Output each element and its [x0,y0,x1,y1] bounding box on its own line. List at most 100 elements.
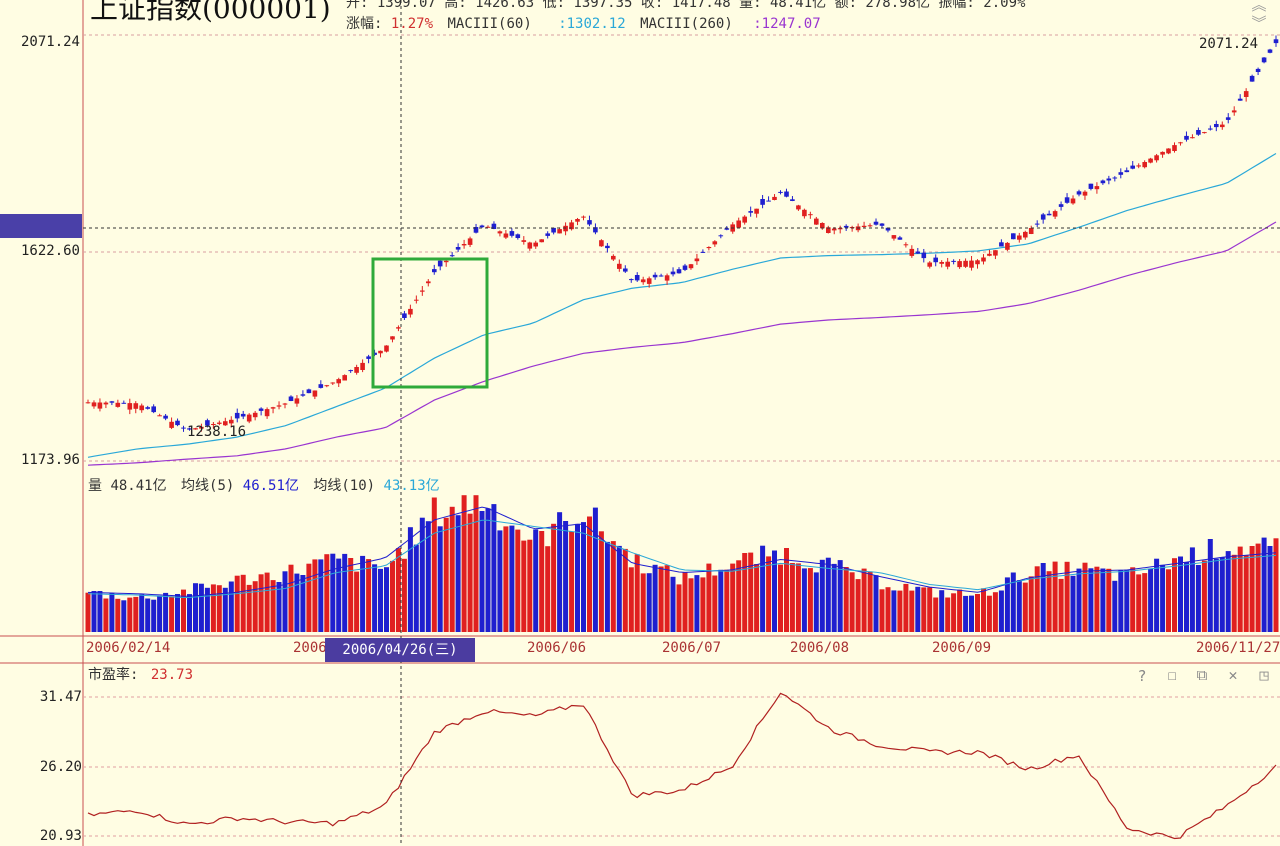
volume-bar [682,572,688,632]
volume-bar [766,556,772,632]
volume-bar [676,584,682,632]
volume-bar [939,590,945,632]
volume-bar [545,546,551,632]
volume-bar [169,596,175,632]
candle-body [240,413,246,417]
candle-body [1082,191,1088,196]
candle-body [342,375,347,381]
x-tick-label: 2006/06 [527,640,587,656]
candle-body [258,408,264,411]
settings-icon[interactable]: ◳ [1259,666,1269,684]
candle-body [1184,135,1189,140]
candle-body [1202,132,1207,134]
volume-bar [1124,569,1130,632]
volume-bar [670,576,676,632]
candle-body [784,191,789,197]
volume-bar [1267,546,1273,632]
volume-bar [360,555,366,632]
volume-bar [539,531,545,632]
volume-bar [515,529,521,632]
volume-bar [1273,538,1279,632]
volume-bar [97,591,103,632]
volume-bar [957,589,963,632]
candle-body [545,233,550,236]
volume-bar [497,530,503,632]
close-icon[interactable]: ✕ [1228,666,1238,684]
candle-body [1225,117,1231,120]
volume-bar [336,558,342,632]
candle-body [294,398,300,404]
candle-body [1160,151,1165,155]
candle-body [611,255,616,260]
volume-bar [1034,566,1040,632]
volume-bar [1189,547,1195,632]
volume-bar [1106,568,1112,632]
volume-bar [604,541,610,632]
volume-bar [1178,556,1183,632]
candle-body [1237,98,1243,101]
candle-body [772,196,777,200]
candle-body [199,426,204,429]
candle-body [945,261,950,267]
candle-body [670,271,676,275]
volume-bar [867,571,873,632]
candle-body [139,405,144,411]
collapse-icon[interactable]: ︾ [1251,14,1267,32]
pe-value: 23.73 [150,667,194,683]
candle-body [503,233,509,238]
candle-body [605,245,610,249]
candle-body [402,313,407,318]
candle-body [831,228,837,231]
volume-bar [443,517,449,632]
candle-body [229,419,234,424]
candle-body [1249,75,1255,82]
candle-body [569,222,574,230]
volume-bar [646,573,652,632]
volume-bar [658,566,664,632]
candle-body [205,420,210,426]
volume-bar [718,569,724,632]
candle-body [223,421,228,426]
candle-body [1255,68,1261,72]
candle-body [1046,213,1052,216]
candle-body [211,424,216,425]
volume-bar [1249,546,1255,632]
candle-body [658,275,664,277]
candle-body [426,281,431,284]
volume-bar [640,573,646,632]
candle-body [826,227,831,233]
moving-average-lines [87,152,1277,466]
candle-body [396,327,401,329]
candle-body [479,225,485,228]
candle-body [1064,197,1070,203]
volume-bar [425,521,431,632]
candle-body [127,403,133,410]
candle-body [1094,186,1100,190]
volume-bar [1231,554,1237,632]
candle-body [497,231,503,234]
volume-ma-line [87,519,1277,598]
candle-body [157,415,162,417]
maximize-icon[interactable]: ☐ [1167,666,1177,684]
candle-body [491,223,497,229]
change-value: 1.27% [390,16,434,32]
volume-bar [748,552,754,632]
volume-bar [491,504,497,632]
restore-icon[interactable]: ⧉ [1196,666,1208,684]
volume-bar [1040,563,1046,632]
collapse-icon[interactable]: ︽ [1251,0,1267,14]
candle-body [121,402,127,404]
candle-body [1243,91,1249,97]
candle-body [796,205,801,210]
y-tick-label: 1173.96 [20,452,80,468]
help-icon[interactable]: ? [1137,667,1147,685]
volume-bar [115,598,121,632]
candle-body [467,238,473,245]
candle-body [939,262,944,264]
candle-body [1040,214,1046,220]
candle-body [384,345,389,352]
candle-body [1231,110,1237,113]
volume-bar [754,564,760,632]
volume-bar [437,526,443,632]
